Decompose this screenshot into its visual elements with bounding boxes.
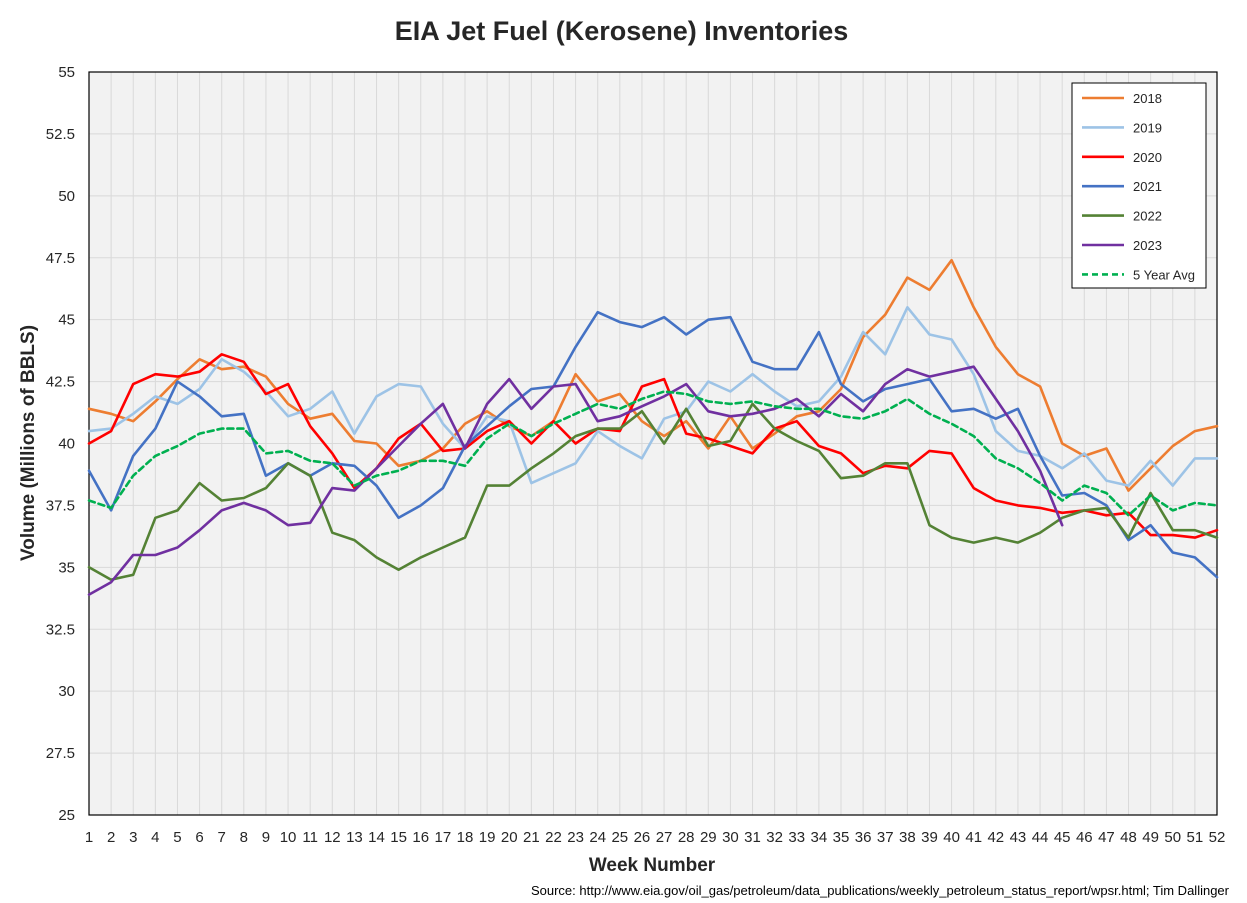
x-tick-label: 4 [151,829,159,846]
x-tick-label: 9 [262,829,270,846]
x-tick-label: 40 [943,829,960,846]
legend-entry: 2022 [1133,209,1162,224]
y-tick-label: 55 [58,64,75,81]
y-tick-label: 37.5 [46,497,75,514]
x-tick-label: 42 [987,829,1004,846]
legend-entry: 2019 [1133,120,1162,135]
series-line-5-year-avg [87,390,1219,517]
x-tick-label: 36 [855,829,872,846]
x-tick-label: 41 [965,829,982,846]
x-tick-label: 3 [129,829,137,846]
x-tick-label: 17 [435,829,452,846]
x-tick-label: 13 [346,829,363,846]
y-tick-label: 27.5 [46,745,75,762]
y-tick-label: 45 [58,312,75,329]
x-tick-label: 16 [412,829,429,846]
x-tick-label: 21 [523,829,540,846]
y-tick-label: 40 [58,436,75,453]
y-tick-label: 30 [58,683,75,700]
x-tick-label: 31 [744,829,761,846]
legend-entry: 2020 [1133,150,1162,165]
legend-entry: 2021 [1133,179,1162,194]
x-tick-label: 24 [589,829,606,846]
x-tick-label: 30 [722,829,739,846]
x-tick-label: 50 [1164,829,1181,846]
x-tick-label: 45 [1054,829,1071,846]
x-tick-label: 26 [634,829,651,846]
series-line-2021 [87,310,1219,579]
x-tick-label: 33 [788,829,805,846]
x-tick-label: 19 [479,829,496,846]
x-tick-label: 44 [1032,829,1049,846]
y-tick-label: 47.5 [46,250,75,267]
source-note: Source: http://www.eia.gov/oil_gas/petro… [530,883,1229,898]
x-tick-label: 12 [324,829,341,846]
x-tick-label: 32 [766,829,783,846]
x-tick-label: 47 [1098,829,1115,846]
y-tick-label: 42.5 [46,374,75,391]
x-tick-label: 2 [107,829,115,846]
x-tick-label: 1 [85,829,93,846]
x-tick-label: 46 [1076,829,1093,846]
chart-title: EIA Jet Fuel (Kerosene) Inventories [394,16,849,46]
y-tick-label: 25 [58,807,75,824]
x-tick-label: 8 [240,829,248,846]
x-tick-label: 48 [1120,829,1137,846]
x-tick-label: 43 [1010,829,1027,846]
x-tick-label: 29 [700,829,717,846]
x-tick-label: 14 [368,829,385,846]
x-tick-label: 20 [501,829,518,846]
series-lines [87,258,1219,596]
x-tick-label: 49 [1142,829,1159,846]
x-tick-label: 34 [811,829,828,846]
x-tick-label: 27 [656,829,673,846]
legend-entry: 2018 [1133,91,1162,106]
x-tick-label: 18 [457,829,474,846]
x-tick-label: 22 [545,829,562,846]
x-tick-label: 39 [921,829,938,846]
series-line-2020 [87,352,1219,539]
series-line-2023 [87,365,1064,596]
x-tick-label: 7 [218,829,226,846]
x-tick-label: 5 [173,829,181,846]
x-tick-label: 38 [899,829,916,846]
gridlines [88,71,1218,816]
series-line-2022 [87,402,1219,582]
y-tick-label: 35 [58,559,75,576]
x-tick-label: 11 [302,829,318,846]
y-tick-label: 32.5 [46,621,75,638]
x-tick-label: 52 [1209,829,1226,846]
y-tick-label: 50 [58,188,75,205]
x-tick-label: 25 [611,829,628,846]
x-tick-label: 28 [678,829,695,846]
x-tick-label: 51 [1187,829,1204,846]
x-tick-label: 37 [877,829,894,846]
x-tick-label: 6 [195,829,203,846]
legend-entry: 2023 [1133,238,1162,253]
x-axis-title: Week Number [589,855,716,876]
legend: 2018 2019 2020 2021 2022 2023 5 Year Avg [1071,82,1207,289]
x-tick-label: 10 [280,829,297,846]
x-tick-label: 15 [390,829,407,846]
x-tick-label: 23 [567,829,584,846]
legend-entry: 5 Year Avg [1133,267,1195,282]
y-axis-title: Volume (Millions of BBLS) [18,325,39,561]
y-tick-label: 52.5 [46,126,75,143]
x-tick-label: 35 [833,829,850,846]
